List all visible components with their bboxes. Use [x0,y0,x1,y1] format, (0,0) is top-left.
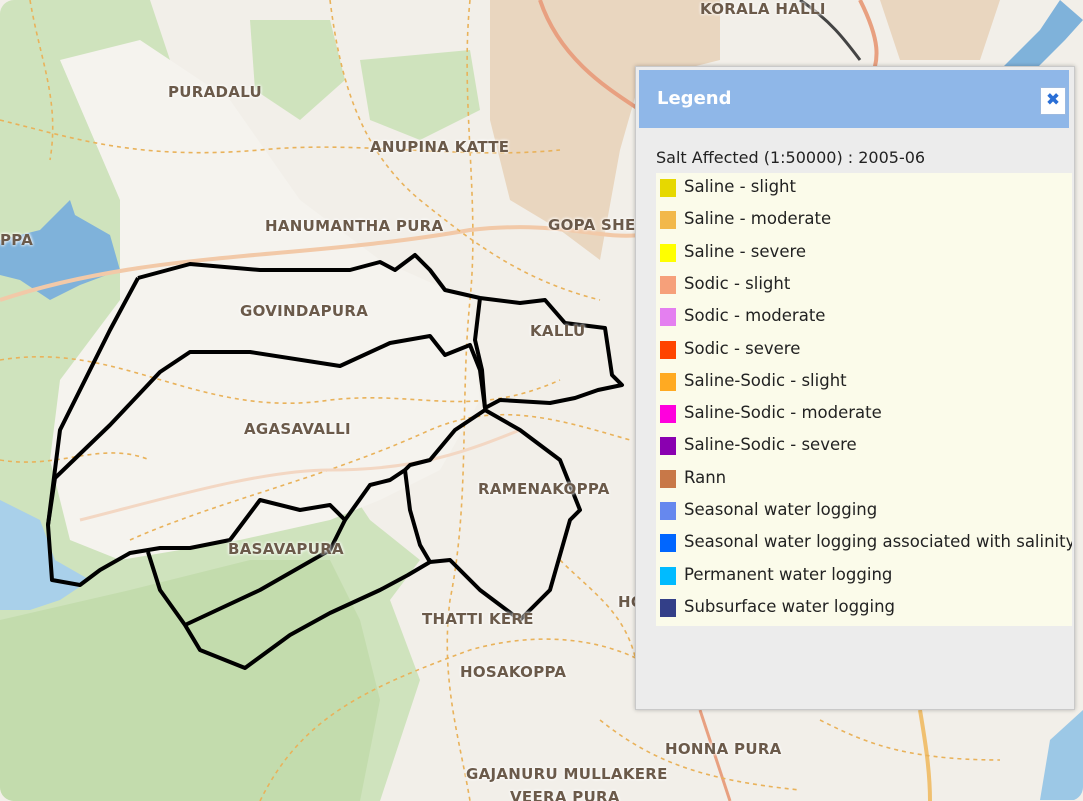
legend-item: Rann [656,466,1072,492]
road [698,709,732,801]
place-label: KORALA HALLI [700,0,826,18]
urban-area [490,0,720,260]
legend-item: Saline - severe [656,240,1072,266]
legend-swatch [660,566,676,585]
place-label: PURADALU [168,83,262,101]
legend-swatch [660,372,676,391]
road [79,428,521,522]
forest-area [360,50,480,140]
legend-label: Saline - slight [684,177,796,196]
legend-label: Saline-Sodic - moderate [684,403,882,423]
legend-item: Seasonal water logging associated with s… [656,530,1072,556]
legend-swatch [660,469,676,488]
legend-label: Saline-Sodic - severe [684,435,857,455]
legend-swatch [660,179,676,197]
place-label: HOSAKOPPA [460,663,567,681]
boundary-inner [473,297,487,409]
legend-label: Saline - severe [684,241,807,261]
place-label: RAMENAKOPPA [478,480,610,498]
legend-label: Subsurface water logging [684,596,896,616]
legend-item: Sodic - severe [656,337,1072,363]
river [1000,0,1083,75]
legend-swatch [660,502,676,520]
legend-item: Permanent water logging [656,563,1072,589]
legend-item: Saline - slight [656,175,1072,201]
forest-area [0,560,380,801]
place-label: VEERA PURA [510,788,620,801]
legend-panel: Legend ✖ Salt Affected (1:50000) : 2005-… [635,66,1075,710]
place-label: ANUPINA KATTE [370,138,510,156]
place-label: PPA [0,231,34,249]
boundary-inner [403,469,432,564]
legend-label: Sodic - moderate [684,306,826,326]
legend-item: Saline-Sodic - severe [656,433,1072,459]
river [1040,710,1083,800]
legend-item: Sodic - moderate [656,304,1072,330]
legend-swatch [660,534,676,553]
legend-label: Rann [684,467,727,487]
road [538,0,642,112]
place-label: HONNA PURA [665,740,782,758]
legend-swatch [660,598,676,617]
close-icon[interactable]: ✖ [1040,87,1066,115]
legend-swatch [660,275,676,294]
place-label: THATTI KERE [422,610,534,628]
place-label: HANUMANTHA PURA [265,217,444,235]
legend-item: Saline-Sodic - moderate [656,401,1072,427]
place-label: GAJANURU MULLAKERE [466,765,668,783]
legend-label: Seasonal water logging associated with s… [684,532,1072,552]
legend-swatch [660,308,676,327]
legend-label: Sodic - slight [684,273,791,293]
place-label: GOPA SHE [548,216,636,234]
legend-list: Saline - slight Saline - moderate Saline -… [656,173,1072,626]
place-label: AGASAVALLI [244,420,351,438]
road [0,225,641,302]
legend-label: Saline-Sodic - slight [684,370,847,390]
clearing [50,40,480,560]
forest-area [250,20,345,120]
place-label: KALLU [530,322,586,340]
place-label: BASAVAPURA [228,540,344,558]
railway [799,0,862,61]
legend-swatch [660,243,676,262]
legend-item: Saline-Sodic - slight [656,369,1072,395]
legend-swatch [660,405,676,424]
legend-label: Seasonal water logging [684,500,878,519]
boundary-inner [184,519,347,627]
place-label: GOVINDAPURA [240,302,369,320]
legend-item: Saline - moderate [656,207,1072,233]
legend-label: Permanent water logging [684,564,893,584]
boundary-inner [46,277,140,526]
legend-swatch [660,211,676,230]
layer-title: Salt Affected (1:50000) : 2005-06 [656,148,926,167]
legend-label: Sodic - severe [684,338,801,358]
legend-label: Saline - moderate [684,209,832,229]
legend-swatch [660,437,676,456]
legend-title: Legend [657,88,732,109]
legend-item: Sodic - slight [656,272,1072,298]
legend-item: Seasonal water logging [656,498,1072,524]
village-boundaries [46,253,624,670]
legend-header: Legend ✖ [639,70,1069,128]
urban-area [880,0,1000,60]
legend-swatch [660,340,676,359]
boundary-outer [46,253,624,670]
legend-item: Subsurface water logging [656,595,1072,621]
